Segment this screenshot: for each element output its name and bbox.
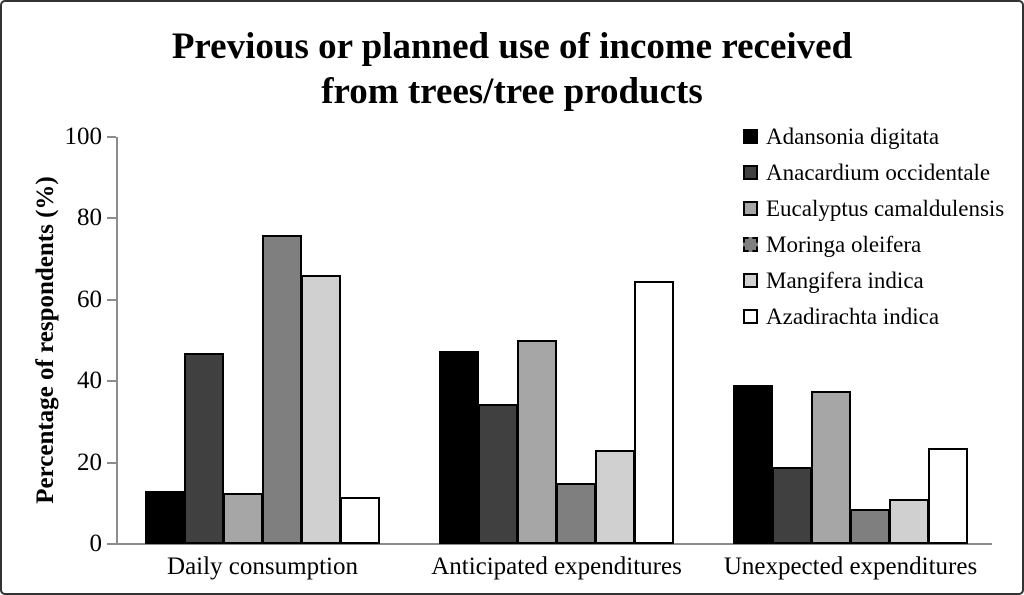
legend-item-azadirachta-indica: Azadirachta indica [743,298,1004,334]
y-tick-mark-100 [107,136,116,138]
legend-item-anacardium-occidentale: Anacardium occidentale [743,154,1004,190]
x-category-label-daily-consumption: Daily consumption [167,553,358,580]
legend-label: Eucalyptus camaldulensis [766,195,1005,221]
legend-swatch-icon [743,272,758,288]
y-tick-label-100: 100 [64,123,103,150]
bar-adansonia-digitata-daily-consumption [145,491,185,544]
bar-moringa-oleifera-daily-consumption [262,235,302,544]
legend-label: Adansonia digitata [766,123,940,149]
bar-eucalyptus-camaldulensis-daily-consumption [223,493,263,544]
y-tick-label-20: 20 [77,448,102,476]
legend-swatch-icon [743,236,758,252]
y-tick-mark-0 [107,543,116,545]
bar-moringa-oleifera-unexpected-expenditures [850,509,890,544]
y-tick-label-0: 0 [89,530,103,557]
y-tick-mark-80 [107,217,116,220]
bar-moringa-oleifera-anticipated-expenditures [556,483,596,544]
bar-azadirachta-indica-anticipated-expenditures [634,281,674,544]
legend-swatch-icon [743,200,758,216]
legend-item-mangifera-indica: Mangifera indica [743,262,1004,298]
legend-label: Anacardium occidentale [766,159,991,185]
plot-area: 0 20 40 60 80 100 [65,124,992,557]
x-axis-line [107,543,992,545]
bar-eucalyptus-camaldulensis-anticipated-expenditures [517,340,557,544]
legend-swatch-icon [743,308,758,324]
legend: Adansonia digitata Anacardium occidentale… [743,118,1004,334]
bar-azadirachta-indica-daily-consumption [340,497,380,544]
bar-mangifera-indica-anticipated-expenditures [595,450,635,544]
y-tick-mark-60 [107,298,116,301]
bar-adansonia-digitata-anticipated-expenditures [439,351,479,544]
y-tick-label-80: 80 [77,204,102,232]
legend-label: Moringa oleifera [766,231,922,257]
bar-mangifera-indica-unexpected-expenditures [889,499,929,544]
bar-eucalyptus-camaldulensis-unexpected-expenditures [811,391,851,544]
bar-adansonia-digitata-unexpected-expenditures [733,385,773,544]
legend-label: Azadirachta indica [766,303,940,329]
x-category-label-unexpected-expenditures: Unexpected expenditures [723,553,978,580]
legend-item-eucalyptus-camaldulensis: Eucalyptus camaldulensis [743,190,1004,226]
y-tick-label-40: 40 [77,367,102,395]
bar-anacardium-occidentale-unexpected-expenditures [772,467,812,544]
y-tick-mark-20 [107,461,116,464]
y-tick-mark-40 [107,380,116,383]
bar-azadirachta-indica-unexpected-expenditures [928,448,968,544]
y-axis-line [116,137,118,544]
legend-swatch-icon [743,128,758,144]
bar-mangifera-indica-daily-consumption [301,275,341,544]
x-category-label-anticipated-expenditures: Anticipated expenditures [431,553,682,580]
chart-title: Previous or planned use of income receiv… [171,26,853,113]
legend-label: Mangifera indica [766,267,924,293]
y-tick-label-60: 60 [77,285,102,313]
legend-item-moringa-oleifera: Moringa oleifera [743,226,1004,262]
legend-item-adansonia-digitata: Adansonia digitata [743,118,1004,154]
bar-anacardium-occidentale-daily-consumption [184,353,224,544]
legend-swatch-icon [743,164,758,180]
bar-anacardium-occidentale-anticipated-expenditures [478,404,518,544]
